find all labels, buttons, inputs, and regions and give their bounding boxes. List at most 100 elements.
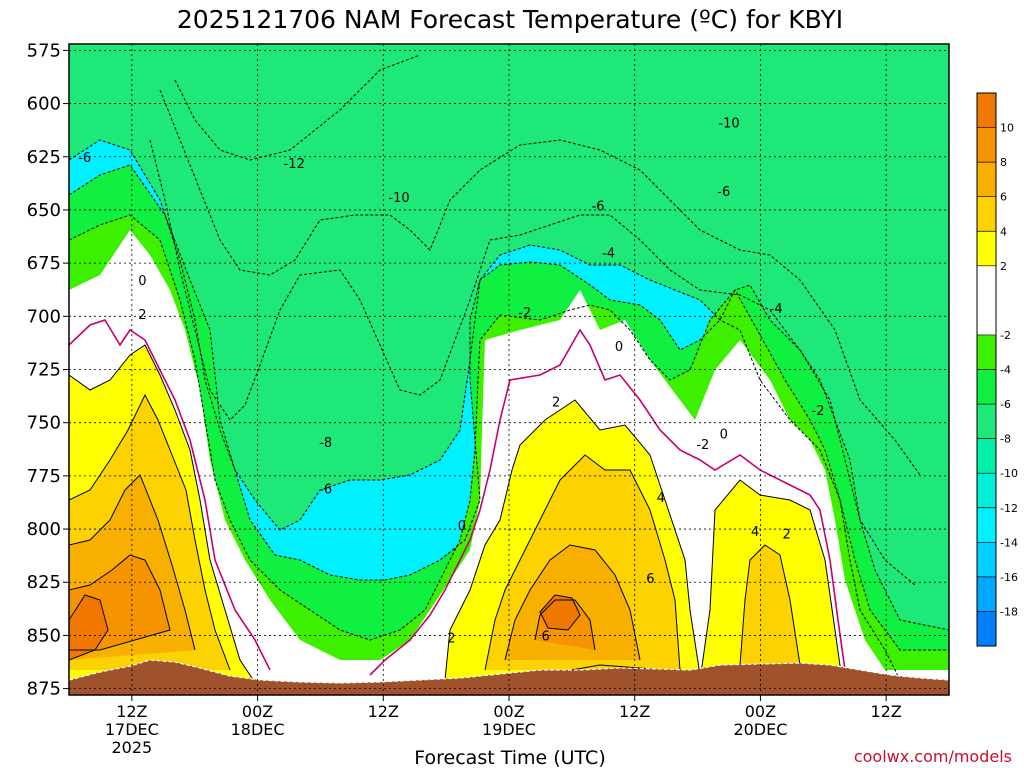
contour-minus-10-line — [159, 89, 921, 476]
contour-label: -10 — [388, 191, 409, 206]
contour-label: 4 — [751, 525, 759, 540]
colorbar-label: -10 — [1000, 467, 1018, 480]
colorbar-label: -6 — [1000, 398, 1011, 411]
contour-label: -4 — [770, 302, 783, 317]
contour-minus-12-line — [174, 54, 421, 161]
band-8-to-10 — [69, 555, 595, 650]
y-tick-label: 825 — [27, 572, 61, 593]
colorbar-swatch — [977, 196, 996, 232]
contour-minus-8-line — [149, 139, 916, 586]
contour-6-line-b — [504, 544, 641, 661]
colorbar-label: 6 — [1000, 191, 1007, 204]
y-tick-label: 675 — [27, 253, 61, 274]
x-axis-label: Forecast Time (UTC) — [414, 747, 605, 768]
contour-4-line-c — [739, 544, 801, 666]
contour-minus-2-line — [69, 214, 949, 651]
band-minus-6 — [69, 44, 949, 695]
colorbar-swatch — [977, 231, 996, 266]
contour-label: 0 — [458, 519, 466, 534]
colorbar-label: -16 — [1000, 571, 1018, 584]
contour-label: 2 — [447, 632, 455, 647]
x-tick-label: 18DEC — [231, 720, 285, 739]
colorbar-label: -18 — [1000, 605, 1018, 618]
colorbar: 10 8 6 4 2 -2 -4 -6 -8 -10 -12 -14 -16 -18 — [976, 92, 1018, 647]
colorbar-label: -12 — [1000, 502, 1018, 515]
colorbar-label: 8 — [1000, 156, 1007, 169]
colorbar-label: 4 — [1000, 225, 1007, 238]
negative-contours — [69, 54, 949, 695]
colorbar-swatch — [977, 93, 996, 128]
contour-label: -6 — [717, 185, 730, 200]
contour-2-line-c — [699, 479, 843, 681]
colorbar-label: -14 — [1000, 536, 1018, 549]
x-tick-label: 12Z — [116, 702, 147, 721]
contour-labels: -6 -12 -10 -10 -6 -6 -4 -4 -2 -2 -2 0 0 0 0 2 2 2 2 4 4 6 6 -8 -… — [78, 117, 824, 647]
terrain-ground — [69, 659, 949, 695]
colorbar-swatch — [977, 473, 996, 508]
contour-8-line-b — [534, 599, 596, 651]
x-tick-label: 2025 — [111, 738, 152, 757]
y-tick-label: 775 — [27, 466, 61, 487]
contour-label: -2 — [518, 306, 531, 321]
colorbar-swatch — [977, 334, 996, 370]
grid-lines — [69, 44, 949, 695]
freezing-line — [69, 319, 846, 676]
contour-2-line — [69, 344, 261, 691]
contour-label: 0 — [138, 274, 146, 289]
chart-title: 2025121706 NAM Forecast Temperature (ºC)… — [177, 5, 843, 34]
y-tick-label: 575 — [27, 40, 61, 61]
contour-label: -2 — [696, 438, 709, 453]
x-tick-label: 19DEC — [482, 720, 536, 739]
x-tick-label: 00Z — [242, 702, 273, 721]
colorbar-label: -2 — [1000, 329, 1011, 342]
y-tick-label: 750 — [27, 413, 61, 434]
contour-label: -10 — [718, 117, 739, 132]
colorbar-swatch — [977, 542, 996, 577]
contour-6-line — [69, 474, 196, 651]
contour-label: 2 — [552, 395, 560, 410]
colorbar-swatch — [977, 438, 996, 474]
colorbar-label: 10 — [1000, 122, 1014, 135]
positive-contours — [69, 344, 843, 691]
contour-2-line-b — [444, 399, 701, 681]
contour-minus-4-line — [69, 164, 949, 631]
contour-label: 0 — [615, 340, 623, 355]
contour-label: -12 — [284, 157, 305, 172]
contour-label: 6 — [542, 629, 550, 644]
contour-label: -2 — [812, 404, 825, 419]
contour-label: -6 — [78, 151, 91, 166]
colorbar-swatch — [977, 369, 996, 405]
contour-label: 4 — [657, 491, 665, 506]
x-tick-label: 20DEC — [733, 720, 787, 739]
colorbar-swatch — [977, 507, 996, 543]
colorbar-label: -4 — [1000, 364, 1011, 377]
contour-label: 2 — [138, 308, 146, 323]
x-tick-label: 00Z — [493, 702, 524, 721]
x-tick-label: 12Z — [368, 702, 399, 721]
contour-minus-6-line — [69, 139, 909, 695]
colorbar-swatch — [977, 265, 996, 335]
contour-label: 6 — [646, 572, 654, 587]
colorbar-swatch — [977, 162, 996, 197]
y-axis: 575 600 625 650 675 700 725 750 775 800 825 850 875 — [27, 40, 69, 700]
y-tick-label: 875 — [27, 679, 61, 700]
credit-link[interactable]: coolwx.com/models — [854, 747, 1012, 766]
contour-4-line — [69, 393, 231, 671]
y-tick-label: 850 — [27, 625, 61, 646]
colorbar-swatch — [977, 576, 996, 612]
colorbar-swatch — [977, 127, 996, 163]
y-tick-label: 625 — [27, 147, 61, 168]
y-tick-label: 800 — [27, 519, 61, 540]
contour-label: -6 — [319, 483, 332, 498]
contour-label: -8 — [319, 436, 332, 451]
temperature-bands — [69, 44, 949, 695]
x-tick-label: 12Z — [619, 702, 650, 721]
contour-label: 2 — [782, 527, 790, 542]
y-tick-label: 600 — [27, 94, 61, 115]
contour-label: 0 — [720, 427, 728, 442]
colorbar-swatch — [977, 404, 996, 439]
plot-area: -6 -12 -10 -10 -6 -6 -4 -4 -2 -2 -2 0 0 0 0 2 2 2 2 4 4 6 6 -8 -… — [69, 44, 949, 695]
contour-label: -4 — [602, 246, 615, 261]
